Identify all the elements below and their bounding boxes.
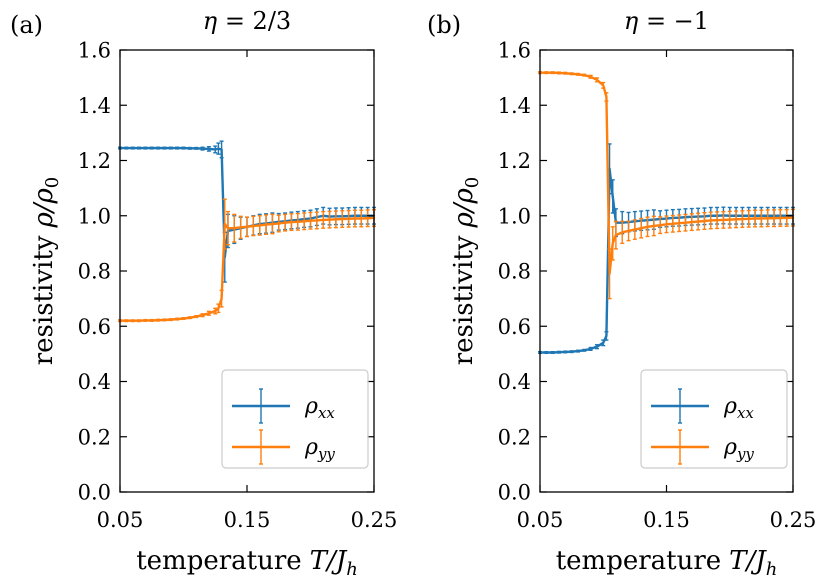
- x-tick-label: 0.15: [643, 508, 690, 532]
- panel-title: η = 2/3: [203, 7, 291, 35]
- y-tick-label: 0.8: [78, 260, 111, 284]
- legend-box: [221, 369, 369, 469]
- x-tick-label: 0.25: [351, 508, 398, 532]
- x-axis-label: temperature T/Jh: [136, 546, 358, 580]
- legend-handle: [232, 388, 290, 424]
- panel-a: 0.0 0.2 0.4 0.6 0.8 1.0 1.2 1.4 1.6 0.05 0.15 0.25 t…: [10, 7, 397, 580]
- x-axis-label: temperature T/Jh: [556, 546, 778, 580]
- legend-label: ρyy: [723, 435, 754, 463]
- y-tick-label: 0.8: [498, 260, 531, 284]
- rho-yy-line: [538, 71, 795, 275]
- legend-label-subscript: yy: [736, 445, 754, 463]
- y-axis-label-math: ρ/ρ: [449, 187, 479, 228]
- panel-b: 0.0 0.2 0.4 0.6 0.8 1.0 1.2 1.4 1.6 0.05 0.15 0.25 t…: [427, 7, 816, 580]
- x-axis-label-text: temperature: [556, 546, 721, 576]
- legend-label: ρyy: [304, 435, 335, 463]
- panel-title-symbol: η: [203, 7, 218, 35]
- y-axis-label-subscript: 0: [462, 177, 483, 188]
- rho-yy-line: [118, 216, 376, 322]
- legend-label-symbol: ρ: [723, 435, 737, 460]
- y-tick-label: 0.4: [78, 370, 111, 394]
- y-tick-label: 1.2: [498, 149, 531, 173]
- y-tick-label: 1.6: [498, 39, 531, 63]
- x-tick-label: 0.05: [517, 508, 564, 532]
- x-axis-label-text: temperature: [136, 546, 301, 576]
- panel-title: η = −1: [624, 7, 709, 35]
- y-tick-label: 1.0: [78, 204, 111, 228]
- y-axis-label-math: ρ/ρ: [29, 187, 59, 228]
- y-axis-label-text: resistivity: [449, 235, 479, 365]
- x-tick-label: 0.05: [97, 508, 144, 532]
- panel-title-symbol: η: [624, 7, 639, 35]
- series-rho-yy: [118, 198, 376, 323]
- x-axis-label-math: T/J: [310, 546, 348, 576]
- legend-label-symbol: ρ: [723, 394, 737, 419]
- y-axis-label-subscript: 0: [42, 177, 63, 188]
- x-tick-label: 0.15: [224, 508, 271, 532]
- y-tick-label: 1.0: [498, 204, 531, 228]
- legend-label: ρxx: [723, 394, 754, 422]
- y-tick-label: 0.6: [78, 315, 111, 339]
- y-axis-label: resistivity ρ/ρ0: [29, 177, 63, 366]
- y-tick-label: 0.6: [498, 315, 531, 339]
- panel-title-value: = 2/3: [217, 7, 291, 35]
- y-tick-label: 1.4: [498, 94, 531, 118]
- legend-label-subscript: xx: [318, 404, 335, 422]
- legend-label-symbol: ρ: [304, 435, 318, 460]
- legend-entry: ρyy: [651, 429, 754, 465]
- legend-entry: ρxx: [232, 388, 335, 424]
- legend-entry: ρyy: [232, 429, 335, 465]
- x-axis-label-subscript: h: [346, 559, 358, 580]
- y-tick-label: 0.2: [78, 425, 111, 449]
- y-tick-label: 0.0: [78, 481, 111, 505]
- series-rho-yy: [538, 71, 795, 300]
- y-axis-label-text: resistivity: [29, 235, 59, 365]
- y-tick-label: 1.6: [78, 39, 111, 63]
- legend-label-subscript: xx: [737, 404, 754, 422]
- x-axis-label-subscript: h: [766, 559, 778, 580]
- y-tick-label: 0.0: [498, 481, 531, 505]
- y-tick-label: 0.2: [498, 425, 531, 449]
- x-axis-ticks: 0.05 0.15 0.25: [97, 50, 398, 532]
- x-tick-label: 0.25: [770, 508, 817, 532]
- y-tick-label: 1.2: [78, 149, 111, 173]
- y-axis-ticks: 0.0 0.2 0.4 0.6 0.8 1.0 1.2 1.4 1.6: [498, 39, 793, 505]
- legend-handle: [232, 429, 290, 465]
- panel-title-value: = −1: [638, 7, 709, 35]
- x-axis-ticks: 0.05 0.15 0.25: [517, 50, 817, 532]
- y-axis-ticks: 0.0 0.2 0.4 0.6 0.8 1.0 1.2 1.4 1.6: [78, 39, 374, 505]
- legend-label-subscript: yy: [317, 445, 335, 463]
- legend-entry: ρxx: [651, 388, 754, 424]
- legend-label: ρxx: [304, 394, 335, 422]
- legend-handle: [651, 429, 709, 465]
- y-tick-label: 1.4: [78, 94, 111, 118]
- y-tick-label: 0.4: [498, 370, 531, 394]
- legend-label-symbol: ρ: [304, 394, 318, 419]
- legend-handle: [651, 388, 709, 424]
- legend-box: [640, 369, 788, 469]
- y-axis-label: resistivity ρ/ρ0: [449, 177, 483, 366]
- panel-label: (a): [10, 11, 43, 39]
- x-axis-label-math: T/J: [729, 546, 767, 576]
- panel-label: (b): [427, 11, 461, 39]
